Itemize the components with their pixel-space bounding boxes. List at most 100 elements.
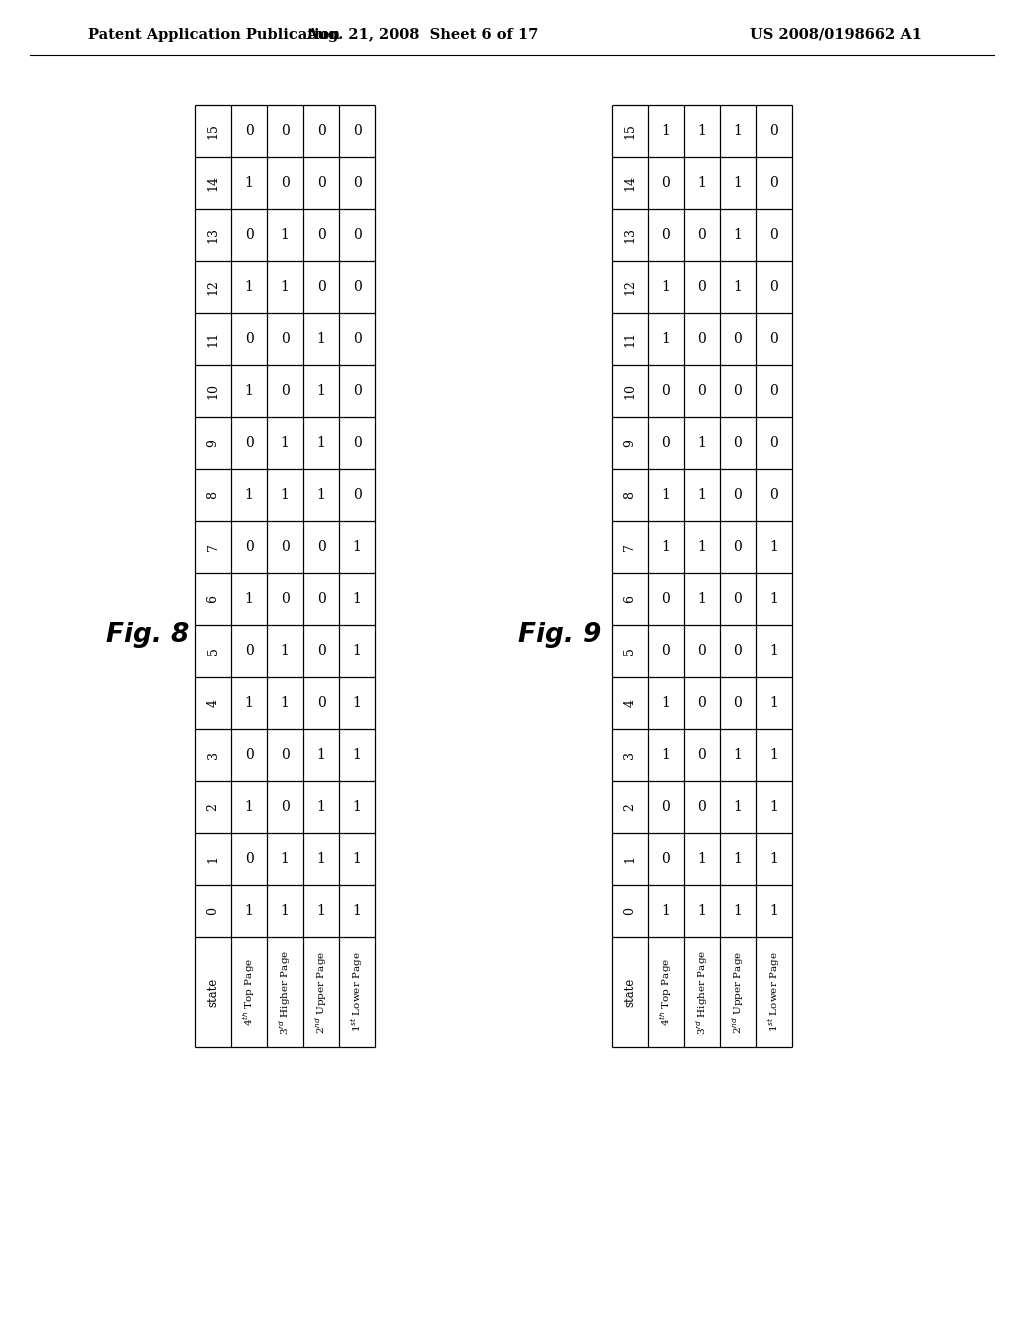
Text: 0: 0: [697, 800, 707, 814]
Text: Fig. 9: Fig. 9: [518, 622, 602, 648]
Text: 0: 0: [352, 176, 361, 190]
Text: 7: 7: [207, 543, 219, 550]
Text: Aug. 21, 2008  Sheet 6 of 17: Aug. 21, 2008 Sheet 6 of 17: [306, 28, 539, 42]
Text: 0: 0: [352, 333, 361, 346]
Text: 0: 0: [245, 228, 253, 242]
Text: 1: 1: [662, 696, 671, 710]
Text: 1: 1: [697, 540, 707, 554]
Text: 1: 1: [770, 540, 778, 554]
Text: 0: 0: [316, 280, 326, 294]
Text: 1: 1: [352, 748, 361, 762]
Text: 0: 0: [733, 384, 742, 399]
Text: 1: 1: [352, 851, 361, 866]
Text: 8: 8: [624, 491, 637, 499]
Text: 0: 0: [245, 748, 253, 762]
Text: 1: 1: [207, 855, 219, 863]
Text: 0: 0: [316, 228, 326, 242]
Text: 0: 0: [697, 280, 707, 294]
Text: 0: 0: [662, 591, 671, 606]
Text: 0: 0: [245, 124, 253, 139]
Text: 1: 1: [770, 591, 778, 606]
Text: 1: 1: [316, 488, 326, 502]
Text: 0: 0: [245, 436, 253, 450]
Text: 1: 1: [245, 384, 253, 399]
Text: 0: 0: [316, 591, 326, 606]
Text: 10: 10: [207, 383, 219, 399]
Text: 1: 1: [281, 280, 290, 294]
Text: 0: 0: [662, 851, 671, 866]
Text: 13: 13: [207, 227, 219, 243]
Text: 10: 10: [624, 383, 637, 399]
Text: 13: 13: [624, 227, 637, 243]
Text: 1: 1: [316, 748, 326, 762]
Text: 0: 0: [352, 124, 361, 139]
Text: 9: 9: [624, 440, 637, 447]
Text: 1: 1: [352, 904, 361, 917]
Text: 0: 0: [352, 280, 361, 294]
Text: 1: 1: [770, 644, 778, 657]
Text: 0: 0: [245, 644, 253, 657]
Text: 0: 0: [733, 644, 742, 657]
Text: 1: 1: [697, 904, 707, 917]
Text: 0: 0: [316, 176, 326, 190]
Text: 1: 1: [697, 591, 707, 606]
Text: 0: 0: [697, 644, 707, 657]
Text: 1: 1: [281, 904, 290, 917]
Text: 1: 1: [662, 540, 671, 554]
Text: 8: 8: [207, 491, 219, 499]
Text: 0: 0: [770, 228, 778, 242]
Text: 1: 1: [316, 904, 326, 917]
Text: 0: 0: [352, 488, 361, 502]
Text: 1: 1: [352, 644, 361, 657]
Text: 6: 6: [624, 595, 637, 603]
Text: 2: 2: [624, 803, 637, 810]
Text: 0: 0: [207, 907, 219, 915]
Text: US 2008/0198662 A1: US 2008/0198662 A1: [750, 28, 922, 42]
Text: 6: 6: [207, 595, 219, 603]
Text: 0: 0: [281, 176, 290, 190]
Text: 1: 1: [733, 228, 742, 242]
Text: 1: 1: [697, 851, 707, 866]
Text: 1: 1: [316, 436, 326, 450]
Text: 0: 0: [697, 333, 707, 346]
Text: 0: 0: [733, 540, 742, 554]
Text: 1: 1: [245, 800, 253, 814]
Text: 1: 1: [316, 851, 326, 866]
Text: 1: 1: [697, 436, 707, 450]
Text: 0: 0: [733, 488, 742, 502]
Text: 1: 1: [662, 488, 671, 502]
Text: 1: 1: [733, 851, 742, 866]
Text: 0: 0: [352, 436, 361, 450]
Text: 0: 0: [316, 540, 326, 554]
Text: 4: 4: [624, 700, 637, 708]
Text: 0: 0: [352, 228, 361, 242]
Text: 0: 0: [770, 488, 778, 502]
Text: 1: 1: [245, 904, 253, 917]
Text: 1$^{st}$ Lower Page: 1$^{st}$ Lower Page: [349, 952, 365, 1032]
Text: 0: 0: [697, 696, 707, 710]
Text: state: state: [207, 977, 219, 1007]
Text: 0: 0: [770, 124, 778, 139]
Text: 1: 1: [245, 591, 253, 606]
Text: 12: 12: [207, 279, 219, 294]
Text: 4: 4: [207, 700, 219, 708]
Text: 0: 0: [770, 280, 778, 294]
Text: 3$^{rd}$ Higher Page: 3$^{rd}$ Higher Page: [278, 949, 293, 1035]
Text: 0: 0: [662, 800, 671, 814]
Text: 15: 15: [624, 123, 637, 139]
Text: 1: 1: [316, 800, 326, 814]
Text: 1: 1: [662, 124, 671, 139]
Text: 11: 11: [624, 331, 637, 347]
Text: 1: 1: [770, 851, 778, 866]
Text: 0: 0: [770, 436, 778, 450]
Text: 14: 14: [207, 176, 219, 191]
Text: 1: 1: [733, 904, 742, 917]
Text: 1: 1: [662, 280, 671, 294]
Text: 1: 1: [352, 800, 361, 814]
Text: 9: 9: [207, 440, 219, 447]
Text: 1: 1: [770, 800, 778, 814]
Text: 0: 0: [316, 696, 326, 710]
Text: Fig. 8: Fig. 8: [106, 622, 189, 648]
Text: 1: 1: [733, 800, 742, 814]
Text: 0: 0: [281, 591, 290, 606]
